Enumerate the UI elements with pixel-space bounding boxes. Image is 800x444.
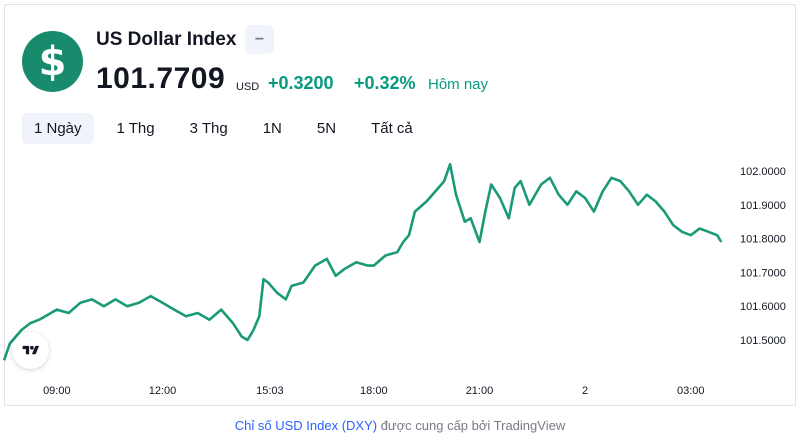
range-tabs: 1 Ngày 1 Thg 3 Thg 1N 5N Tất cả (22, 113, 436, 144)
tradingview-icon (22, 345, 39, 355)
y-tick-label: 101.5000 (740, 335, 786, 347)
price-change: +0.3200 (268, 73, 334, 93)
price-change-percent: +0.32% (354, 73, 416, 93)
tab-1-month[interactable]: 1 Thg (116, 120, 155, 137)
x-tick-label: 2 (582, 385, 588, 397)
x-tick-label: 15:03 (256, 385, 284, 397)
tab-5-years[interactable]: 5N (316, 120, 337, 137)
tab-1-year[interactable]: 1N (262, 120, 282, 137)
tab-3-months[interactable]: 3 Thg (189, 120, 228, 137)
price-value: 101.7709 (96, 62, 226, 95)
chart-widget (4, 4, 796, 406)
minus-badge: − (245, 25, 274, 54)
minus-icon: − (254, 30, 265, 48)
period-label: Hôm nay (428, 76, 489, 93)
x-tick-label: 12:00 (149, 385, 177, 397)
attribution: Chỉ số USD Index (DXY) được cung cấp bởi… (0, 418, 800, 433)
x-axis-labels: 09:00 12:00 15:03 18:00 21:00 2 03:00 (43, 385, 704, 397)
tab-all[interactable]: Tất cả (371, 120, 413, 137)
currency-label: USD (236, 81, 260, 93)
y-tick-label: 101.8000 (740, 234, 786, 246)
tradingview-logo[interactable] (12, 332, 49, 369)
x-tick-label: 18:00 (360, 385, 388, 397)
y-tick-label: 101.9000 (740, 200, 786, 212)
attribution-text: được cung cấp bởi TradingView (377, 418, 566, 433)
y-axis-labels: 102.0000 101.9000 101.8000 101.7000 101.6000… (740, 166, 786, 347)
dollar-sign-icon: $ (22, 31, 83, 92)
dollar-glyph: $ (38, 38, 67, 85)
y-tick-label: 102.0000 (740, 166, 786, 178)
x-tick-label: 03:00 (677, 385, 705, 397)
y-tick-label: 101.7000 (740, 267, 786, 279)
dxy-link[interactable]: Chỉ số USD Index (DXY) (234, 418, 378, 433)
symbol-title[interactable]: US Dollar Index (96, 29, 237, 50)
tab-1-day[interactable]: 1 Ngày (22, 113, 94, 144)
x-tick-label: 09:00 (43, 385, 71, 397)
y-tick-label: 101.6000 (740, 301, 786, 313)
price-line (2, 162, 723, 361)
x-tick-label: 21:00 (466, 385, 494, 397)
